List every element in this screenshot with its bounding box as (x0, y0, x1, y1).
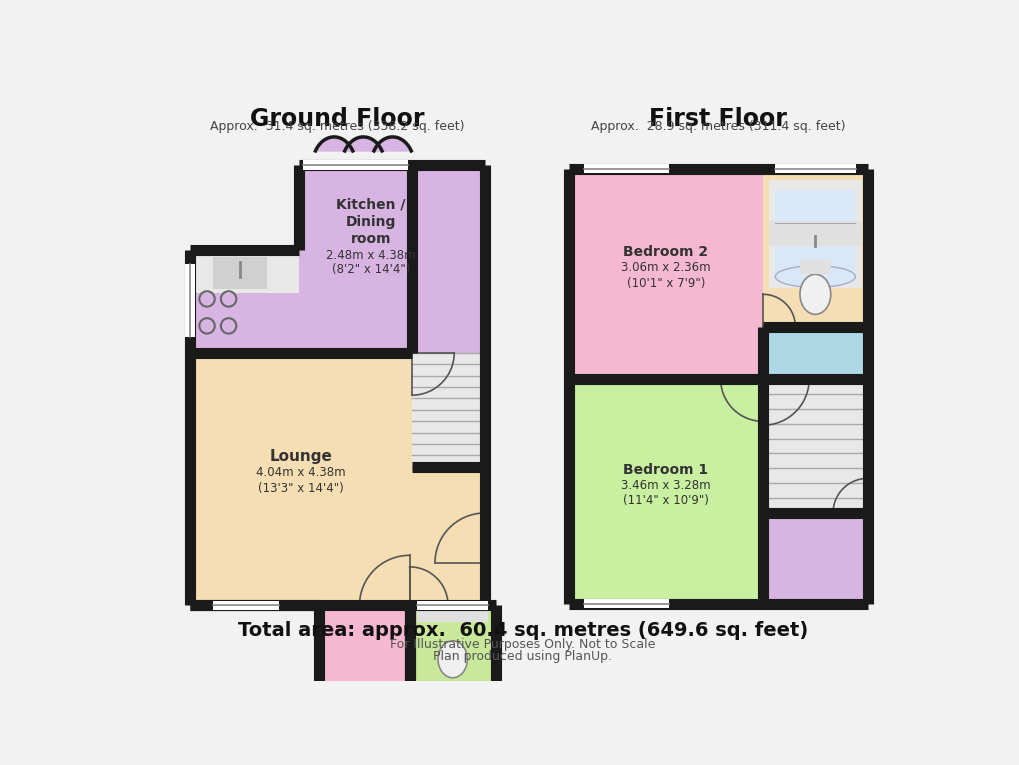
Text: (13'3" x 14'4"): (13'3" x 14'4") (258, 482, 343, 495)
Text: 2.48m x 4.38m: 2.48m x 4.38m (326, 249, 416, 262)
Bar (318, 605, 410, 688)
Bar (762, 169, 867, 327)
Polygon shape (344, 137, 382, 151)
Text: (10'1" x 7'9"): (10'1" x 7'9") (626, 277, 704, 290)
Bar (584, 599, 668, 608)
Text: Total area: approx.  60.4 sq. metres (649.6 sq. feet): Total area: approx. 60.4 sq. metres (649… (237, 620, 807, 640)
Ellipse shape (774, 265, 855, 288)
Polygon shape (374, 137, 411, 151)
Bar (213, 256, 267, 289)
Text: For Illustrative Purposes Only. Not to Scale: For Illustrative Purposes Only. Not to S… (389, 638, 655, 651)
Text: Kitchen /: Kitchen / (336, 198, 406, 212)
Text: (11'4" x 10'9"): (11'4" x 10'9") (623, 494, 708, 507)
Bar (213, 601, 278, 610)
Text: Approx.  28.9 sq. metres (311.4 sq. feet): Approx. 28.9 sq. metres (311.4 sq. feet) (590, 120, 845, 133)
Bar (768, 181, 861, 288)
Text: (8'2" x 14'4"): (8'2" x 14'4") (331, 263, 410, 276)
Text: 4.04m x 4.38m: 4.04m x 4.38m (256, 467, 345, 480)
Text: First Floor: First Floor (649, 107, 787, 132)
Bar (190, 353, 485, 605)
Bar (412, 353, 485, 467)
Bar (773, 164, 855, 174)
Bar (190, 250, 300, 353)
Text: Lounge: Lounge (269, 448, 332, 464)
Text: Bedroom 2: Bedroom 2 (623, 246, 708, 259)
Bar (417, 601, 488, 610)
Text: 3.46m x 3.28m: 3.46m x 3.28m (621, 479, 710, 492)
Bar (762, 513, 867, 604)
Text: Plan produced using PlanUp.: Plan produced using PlanUp. (433, 650, 611, 663)
Bar (410, 605, 495, 688)
Bar (185, 264, 195, 337)
Text: 3.06m x 2.36m: 3.06m x 2.36m (621, 261, 710, 274)
Bar (762, 379, 867, 513)
Bar (762, 327, 867, 379)
Text: Dining: Dining (345, 215, 395, 229)
Text: Bedroom 1: Bedroom 1 (623, 463, 708, 477)
Bar (300, 165, 485, 353)
Bar (569, 379, 762, 604)
Text: room: room (351, 232, 391, 246)
Text: Approx.  31.4 sq. metres (338.2 sq. feet): Approx. 31.4 sq. metres (338.2 sq. feet) (210, 120, 465, 133)
Bar (194, 254, 300, 293)
Bar (417, 608, 488, 623)
Bar (768, 221, 861, 246)
Bar (584, 164, 668, 174)
Text: Ground Floor: Ground Floor (250, 107, 424, 132)
Ellipse shape (799, 275, 829, 314)
Bar (412, 353, 485, 467)
Bar (762, 379, 867, 513)
Bar (303, 161, 408, 170)
Bar (774, 190, 855, 282)
Polygon shape (315, 137, 353, 151)
Ellipse shape (437, 641, 467, 678)
Bar (569, 169, 762, 379)
Bar (799, 260, 829, 275)
